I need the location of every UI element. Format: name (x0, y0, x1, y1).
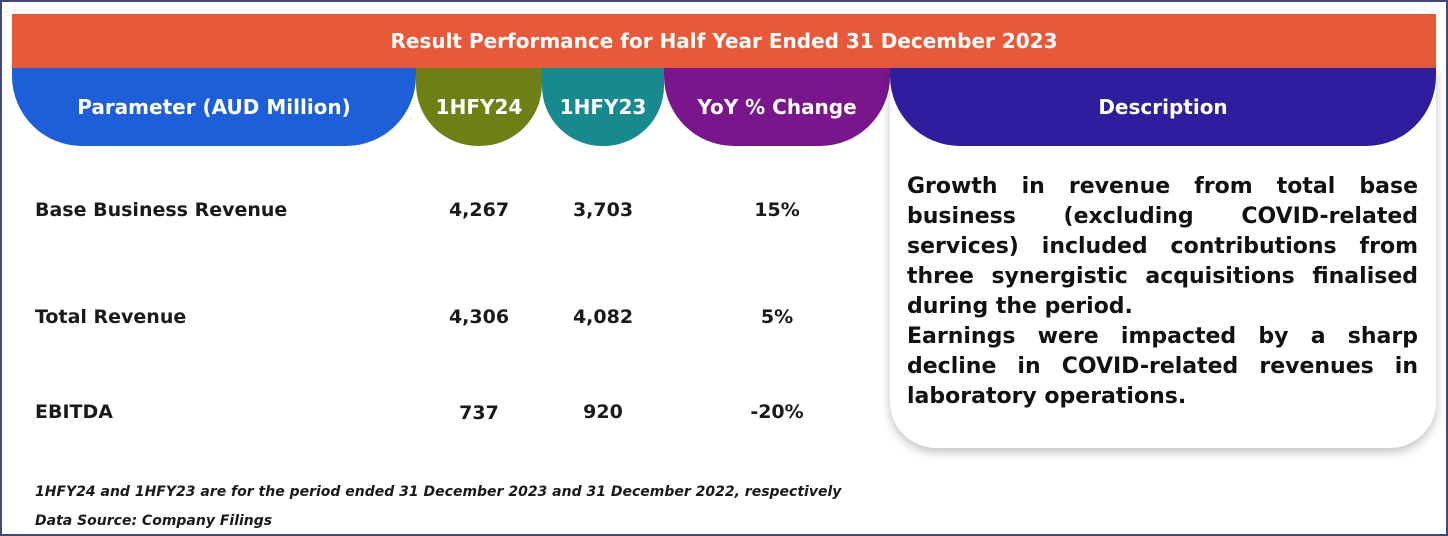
row-value-yoy: 5% (760, 306, 794, 328)
description-card: Description Growth in revenue from total… (890, 68, 1436, 448)
row-label-ebitda: EBITDA (35, 401, 113, 423)
row-value-yoy: -20% (750, 401, 804, 423)
footnote-period: 1HFY24 and 1HFY23 are for the period end… (35, 484, 842, 500)
row-label-total-revenue: Total Revenue (35, 306, 187, 328)
description-paragraph: Growth in revenue from total base busine… (907, 174, 1418, 319)
panel-title: Result Performance for Half Year Ended 3… (12, 14, 1436, 68)
header-parameter: Parameter (AUD Million) (12, 68, 416, 146)
header-description: Description (890, 68, 1436, 146)
header-yoy-change: YoY % Change (664, 68, 890, 146)
row-value-1hfy23: 4,082 (572, 306, 634, 328)
row-value-1hfy24: 737 (459, 402, 499, 424)
row-value-yoy: 15% (754, 199, 800, 221)
row-value-1hfy24: 4,306 (448, 306, 510, 328)
description-paragraph: Earnings were impacted by a sharp declin… (907, 324, 1418, 409)
footnote-source: Data Source: Company Filings (35, 513, 273, 529)
row-label-base-business-revenue: Base Business Revenue (35, 199, 288, 221)
header-1hfy23: 1HFY23 (542, 68, 664, 146)
header-1hfy24: 1HFY24 (416, 68, 542, 146)
row-value-1hfy24: 4,267 (448, 199, 510, 221)
row-value-1hfy23: 3,703 (572, 199, 634, 221)
description-text: Growth in revenue from total base busine… (890, 146, 1436, 412)
row-value-1hfy23: 920 (583, 401, 623, 423)
